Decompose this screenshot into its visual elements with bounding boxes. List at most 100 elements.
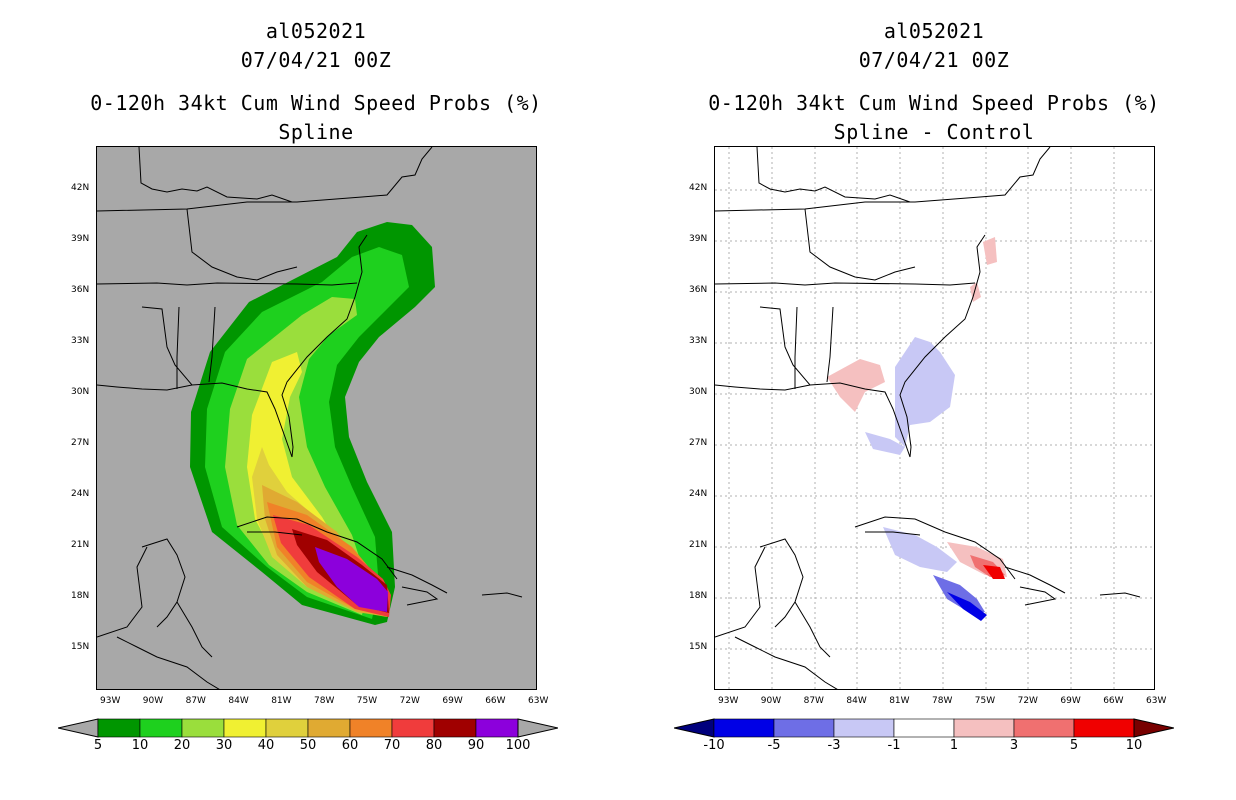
left-product-title: 0-120h 34kt Cum Wind Speed Probs (%): [90, 91, 542, 115]
right-lon-tick-label: 63W: [1146, 696, 1167, 706]
right-datetime: 07/04/21 00Z: [858, 48, 1010, 72]
right-subtitle: Spline - Control: [833, 120, 1035, 144]
right-colorbar-swatch: [1073, 718, 1135, 738]
prob-band-90-100: [315, 547, 388, 612]
diff-neg-weak-southeast: [895, 337, 955, 447]
right-lat-tick-label: 39N: [689, 234, 708, 244]
left-datetime: 07/04/21 00Z: [240, 48, 392, 72]
right-colorbar-label: 10: [1125, 738, 1143, 753]
probability-swath: [190, 222, 435, 625]
diff-neg-strong-jamaica: [947, 592, 987, 621]
left-colorbar-swatch: [97, 718, 141, 738]
right-colorbar-swatch: [713, 718, 775, 738]
left-colorbar-under-arrow: [58, 718, 99, 738]
left-lat-tick-label: 15N: [71, 642, 90, 652]
left-colorbar-label: 10: [131, 738, 149, 753]
right-colorbar-label: -1: [887, 738, 901, 753]
right-colorbar-label: -5: [767, 738, 781, 753]
left-colorbar-label: 100: [505, 738, 531, 753]
right-lon-tick-label: 69W: [1060, 696, 1081, 706]
diff-neg-weak-cuba: [883, 527, 957, 572]
right-lon-tick-label: 72W: [1017, 696, 1038, 706]
right-lon-tick-label: 87W: [803, 696, 824, 706]
right-colorbar-swatch: [773, 718, 835, 738]
right-colorbar-label: 1: [949, 738, 959, 753]
right-colorbar-label: 3: [1009, 738, 1019, 753]
right-colorbar-label: -3: [827, 738, 841, 753]
right-lon-tick-label: 90W: [760, 696, 782, 706]
left-colorbar-label: 60: [341, 738, 359, 753]
diff-neg-weak-gulfstream: [865, 432, 905, 455]
right-lat-tick-label: 27N: [689, 438, 708, 448]
right-lon-tick-label: 66W: [1103, 696, 1124, 706]
left-colorbar: [58, 718, 558, 738]
left-colorbar-label: 40: [257, 738, 275, 753]
right-lat-tick-label: 30N: [689, 387, 708, 397]
left-lon-tick-label: 93W: [100, 696, 121, 706]
grid-lines: [715, 147, 1154, 689]
left-lon-tick-label: 63W: [528, 696, 549, 706]
left-colorbar-label: 90: [467, 738, 485, 753]
right-product-title: 0-120h 34kt Cum Wind Speed Probs (%): [708, 91, 1160, 115]
difference-field: [827, 237, 1007, 621]
right-lat-tick-label: 21N: [689, 540, 708, 550]
diff-pos-weak-midatlantic: [983, 237, 997, 265]
left-colorbar-swatch: [223, 718, 267, 738]
left-lat-tick-label: 33N: [71, 336, 90, 346]
right-lat-tick-label: 15N: [689, 642, 708, 652]
left-colorbar-swatch: [181, 718, 225, 738]
left-lat-tick-label: 24N: [71, 489, 90, 499]
left-lon-tick-label: 72W: [399, 696, 420, 706]
left-lat-tick-label: 21N: [71, 540, 90, 550]
left-lat-tick-label: 39N: [71, 234, 90, 244]
left-lon-tick-label: 84W: [228, 696, 249, 706]
left-colorbar-label: 50: [299, 738, 317, 753]
left-colorbar-swatch: [139, 718, 183, 738]
left-lon-tick-label: 75W: [356, 696, 378, 706]
diff-pos-weak-carolina: [970, 282, 981, 302]
left-lat-tick-label: 27N: [71, 438, 90, 448]
left-lat-tick-label: 42N: [71, 183, 90, 193]
left-lon-tick-label: 90W: [142, 696, 164, 706]
left-lat-tick-label: 36N: [71, 285, 90, 295]
right-colorbar-under-arrow: [674, 718, 715, 738]
right-lat-tick-label: 36N: [689, 285, 708, 295]
right-colorbar: [674, 718, 1174, 738]
left-subtitle: Spline: [278, 120, 354, 144]
left-lat-tick-label: 18N: [71, 591, 90, 601]
left-colorbar-swatch: [391, 718, 435, 738]
left-colorbar-label: 80: [425, 738, 443, 753]
coastlines-right: [715, 147, 1141, 689]
right-colorbar-swatch: [953, 718, 1015, 738]
right-lon-tick-label: 84W: [846, 696, 867, 706]
left-lon-tick-label: 78W: [314, 696, 335, 706]
left-colorbar-swatch: [307, 718, 351, 738]
right-colorbar-label: -10: [703, 738, 725, 753]
diff-neg-mid-jamaica: [933, 575, 985, 613]
left-map: [96, 146, 537, 690]
left-colorbar-label: 5: [93, 738, 103, 753]
diff-pos-strong-hispaniola: [983, 565, 1005, 579]
left-colorbar-swatch: [349, 718, 393, 738]
right-lat-tick-label: 18N: [689, 591, 708, 601]
left-lat-tick-label: 30N: [71, 387, 90, 397]
left-storm-id: al052021: [265, 19, 367, 43]
right-lat-tick-label: 42N: [689, 183, 708, 193]
left-colorbar-label: 70: [383, 738, 401, 753]
left-colorbar-swatch: [265, 718, 309, 738]
left-lon-tick-label: 69W: [442, 696, 463, 706]
left-lon-tick-label: 87W: [185, 696, 206, 706]
left-lon-tick-label: 81W: [271, 696, 292, 706]
right-lat-tick-label: 24N: [689, 489, 708, 499]
right-lon-tick-label: 78W: [932, 696, 953, 706]
right-colorbar-label: 5: [1069, 738, 1079, 753]
right-lon-tick-label: 93W: [718, 696, 739, 706]
coastlines: [97, 147, 523, 689]
left-colorbar-over-arrow: [517, 718, 558, 738]
left-colorbar-swatch: [475, 718, 519, 738]
right-storm-id: al052021: [883, 19, 985, 43]
left-colorbar-label: 20: [173, 738, 191, 753]
right-colorbar-swatch: [893, 718, 955, 738]
right-lon-tick-label: 75W: [974, 696, 996, 706]
right-colorbar-over-arrow: [1133, 718, 1174, 738]
